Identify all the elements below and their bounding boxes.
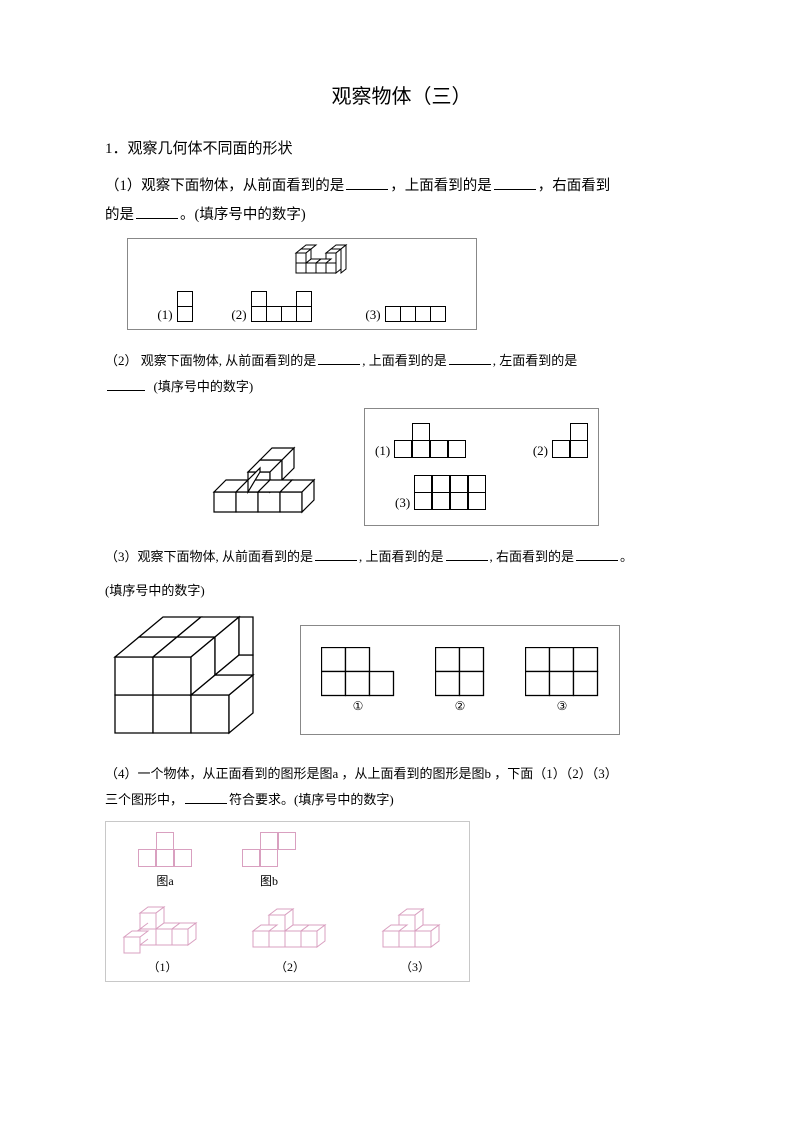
q2-options-box: (1) (2) bbox=[364, 408, 599, 526]
q2-blank-1[interactable] bbox=[318, 351, 360, 365]
q3-c: , 右面看到的是 bbox=[490, 549, 575, 564]
q3-figure-row: ① ② ③ bbox=[105, 610, 698, 745]
q3-label-1: ① bbox=[321, 699, 395, 714]
q4-figure-box: 图a 图b bbox=[105, 821, 470, 982]
q4-text: （4）一个物体，从正面看到的图形是图a ，从上面看到的图形是图b ，下面（1）（… bbox=[105, 761, 698, 813]
q4-a: （4）一个物体，从正面看到的图形是图a ，从上面看到的图形是图b ，下面（1）（… bbox=[105, 766, 618, 781]
q4-opt3-label: （3） bbox=[375, 958, 455, 975]
q3-blank-3[interactable] bbox=[576, 547, 618, 561]
q3-opt-2: ② bbox=[435, 647, 485, 714]
q3-d: 。 bbox=[620, 549, 633, 564]
q3-b: , 上面看到的是 bbox=[359, 549, 444, 564]
q1-blank-1[interactable] bbox=[346, 175, 388, 191]
section-heading: 1．观察几何体不同面的形状 bbox=[105, 137, 698, 158]
q4-label-b: 图b bbox=[242, 872, 296, 889]
q4-view-b: 图b bbox=[242, 832, 296, 889]
q1-blank-3[interactable] bbox=[136, 204, 178, 220]
page-title: 观察物体（三） bbox=[105, 80, 698, 109]
q1-figure-box: (1) (2) (3) bbox=[127, 238, 477, 330]
q3-opt-1: ① bbox=[321, 647, 395, 714]
q4-label-a: 图a bbox=[138, 872, 192, 889]
q3-text: （3）观察下面物体, 从前面看到的是 , 上面看到的是 , 右面看到的是 。 bbox=[105, 544, 698, 570]
q4-opt2-label: （2） bbox=[245, 958, 335, 975]
q2-label-1: (1) bbox=[375, 443, 390, 459]
q4-opt1-label: （1） bbox=[120, 958, 205, 975]
q2-d: (填序号中的数字) bbox=[154, 379, 254, 394]
q2-3d-shape bbox=[204, 417, 344, 517]
q4-options: （1） （2） bbox=[120, 899, 455, 975]
q4-c: 符合要求。(填序号中的数字) bbox=[229, 792, 394, 807]
worksheet-page: 观察物体（三） 1．观察几何体不同面的形状 （1）观察下面物体，从前面看到的是 ，… bbox=[0, 0, 793, 1042]
q4-blank-1[interactable] bbox=[185, 790, 227, 804]
q3-opt-3: ③ bbox=[525, 647, 599, 714]
q3-hint: (填序号中的数字) bbox=[105, 578, 698, 604]
q2-blank-3[interactable] bbox=[107, 377, 145, 391]
q1-d: 的是 bbox=[105, 207, 134, 223]
q1-opt-2: (2) bbox=[231, 291, 326, 323]
q3-blank-2[interactable] bbox=[446, 547, 488, 561]
q1-label-1: (1) bbox=[157, 307, 172, 323]
q1-text: （1）观察下面物体，从前面看到的是 ，上面看到的是 ，右面看到 的是 。(填序号中的数… bbox=[105, 172, 698, 230]
q2-opt-1: (1) bbox=[375, 423, 466, 459]
q2-opt-2: (2) bbox=[533, 423, 588, 459]
q1-label-3: (3) bbox=[365, 307, 380, 323]
q2-text: （2） 观察下面物体, 从前面看到的是 , 上面看到的是 , 左面看到的是 (填序号… bbox=[105, 348, 698, 400]
q4-opt-1: （1） bbox=[120, 899, 205, 975]
q2-a: （2） 观察下面物体, 从前面看到的是 bbox=[105, 353, 316, 368]
q1-b: ，上面看到的是 bbox=[390, 178, 492, 194]
q3-a: （3）观察下面物体, 从前面看到的是 bbox=[105, 549, 313, 564]
q4-b: 三个图形中， bbox=[105, 792, 183, 807]
q1-3d-shape bbox=[292, 237, 377, 275]
q3-label-3: ③ bbox=[525, 699, 599, 714]
q2-b: , 上面看到的是 bbox=[362, 353, 447, 368]
q1-a: （1）观察下面物体，从前面看到的是 bbox=[105, 178, 344, 194]
q4-views: 图a 图b bbox=[138, 832, 455, 889]
q2-label-3: (3) bbox=[395, 495, 410, 511]
q4-opt-2: （2） bbox=[245, 899, 335, 975]
q3-3d-shape bbox=[105, 610, 280, 745]
q2-opt-row1: (1) (2) bbox=[375, 423, 588, 459]
q3-options-box: ① ② ③ bbox=[300, 625, 620, 735]
q3-label-2: ② bbox=[435, 699, 485, 714]
q4-view-a: 图a bbox=[138, 832, 192, 889]
q1-blank-2[interactable] bbox=[494, 175, 536, 191]
q1-label-2: (2) bbox=[231, 307, 246, 323]
q1-figure-wrap: (1) (2) (3) bbox=[127, 238, 698, 330]
q2-c: , 左面看到的是 bbox=[493, 353, 578, 368]
q1-opt-3: (3) bbox=[365, 306, 446, 323]
q1-opt-1: (1) bbox=[157, 291, 192, 323]
q2-opt-3: (3) bbox=[395, 475, 486, 511]
q3-blank-1[interactable] bbox=[315, 547, 357, 561]
q2-blank-2[interactable] bbox=[449, 351, 491, 365]
q1-c: ，右面看到 bbox=[538, 178, 611, 194]
q1-e: 。(填序号中的数字) bbox=[180, 207, 306, 223]
q2-label-2: (2) bbox=[533, 443, 548, 459]
q4-opt-3: （3） bbox=[375, 899, 455, 975]
q2-figure-row: (1) (2) bbox=[105, 408, 698, 526]
